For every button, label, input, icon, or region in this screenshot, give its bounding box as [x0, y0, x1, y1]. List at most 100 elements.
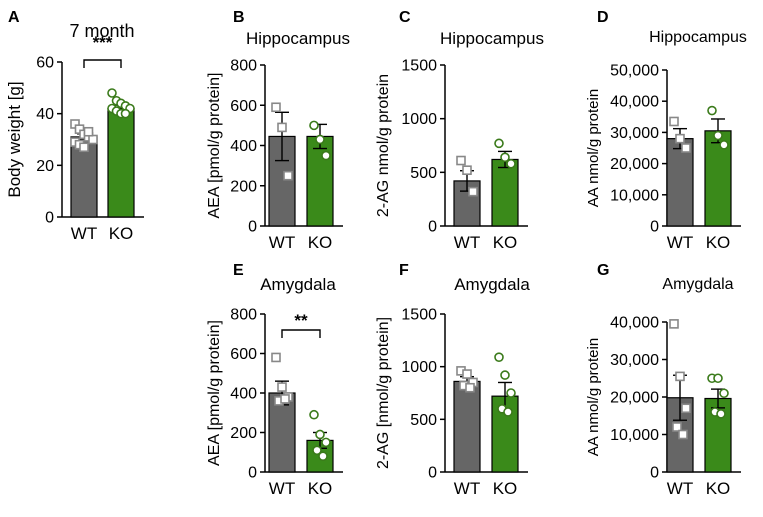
data-point-ko	[321, 437, 331, 448]
y-tick-label: 500	[410, 165, 437, 182]
y-tick-label: 200	[230, 178, 257, 195]
panel-letter: D	[597, 9, 609, 26]
data-point-wt	[456, 155, 466, 166]
y-tick-label: 40	[36, 106, 54, 123]
panel-letter: B	[233, 9, 245, 26]
y-tick-label: 10,000	[610, 187, 659, 204]
data-point-wt	[462, 369, 472, 379]
data-point-ko	[713, 373, 723, 384]
panel-title: Hippocampus	[440, 29, 544, 48]
bar-ko	[306, 135, 334, 227]
y-tick-label: 20,000	[610, 390, 659, 407]
data-point-ko	[500, 152, 510, 163]
y-tick-label: 500	[410, 412, 437, 429]
x-tick-label: WT	[667, 479, 693, 498]
data-point-wt	[465, 382, 475, 393]
y-axis-label: AA nmol/g protein	[585, 89, 602, 207]
x-tick-label: KO	[706, 479, 731, 498]
bar-ko	[491, 158, 519, 227]
y-axis-label: 2-AG nmol/g protein	[375, 74, 392, 217]
bar-ko	[107, 107, 135, 218]
y-tick-label: 20	[36, 158, 54, 175]
data-point-ko	[309, 120, 319, 131]
panel-title: Amygdala	[260, 275, 336, 294]
y-axis-label: Body weight [g]	[5, 81, 24, 197]
data-point-wt	[669, 116, 679, 127]
x-tick-label: KO	[706, 233, 731, 252]
y-axis-label: 2-AG [nmol/g protein]	[375, 317, 392, 469]
data-point-ko	[719, 140, 729, 150]
data-point-ko	[107, 88, 117, 98]
data-point-wt	[669, 319, 679, 329]
data-point-wt	[672, 422, 682, 432]
panel-letter: C	[399, 9, 411, 26]
x-tick-label: WT	[269, 479, 295, 498]
panel-a: A 7 month Body weight [g] 0 20 40 60 WT KO ***	[5, 9, 144, 243]
significance-label: **	[294, 311, 308, 330]
data-point-ko	[315, 429, 325, 440]
data-point-wt	[675, 133, 685, 144]
y-tick-label: 0	[428, 465, 437, 482]
y-tick-label: 50,000	[610, 63, 659, 80]
data-point-ko	[707, 105, 717, 116]
data-point-ko	[719, 388, 729, 399]
y-tick-label: 400	[230, 386, 257, 403]
y-tick-label: 1000	[401, 359, 437, 376]
y-tick-label: 0	[650, 465, 659, 482]
panel-title: Amygdala	[662, 276, 733, 293]
data-point-ko	[506, 388, 516, 398]
y-tick-label: 0	[248, 219, 257, 236]
panel-title: Hippocampus	[246, 29, 350, 48]
y-tick-label: 800	[230, 58, 257, 75]
y-tick-label: 800	[230, 307, 257, 324]
data-point-ko	[309, 409, 319, 420]
data-point-wt	[79, 142, 89, 153]
data-point-ko	[494, 138, 504, 149]
y-tick-label: 0	[428, 219, 437, 236]
data-point-wt	[88, 134, 98, 145]
bar-wt	[268, 392, 296, 473]
y-tick-label: 20,000	[610, 156, 659, 173]
data-point-wt	[280, 394, 290, 404]
data-point-ko	[503, 407, 513, 417]
y-tick-label: 600	[230, 346, 257, 363]
data-point-wt	[462, 165, 472, 175]
x-tick-label: KO	[308, 233, 333, 252]
data-point-ko	[318, 451, 328, 462]
y-tick-label: 30,000	[610, 125, 659, 142]
x-tick-label: WT	[667, 233, 693, 252]
y-tick-label: 400	[230, 138, 257, 155]
x-tick-label: KO	[493, 479, 518, 498]
data-point-ko	[312, 445, 322, 456]
y-tick-label: 1500	[401, 58, 437, 75]
y-tick-label: 0	[45, 210, 54, 227]
panel-c: C Hippocampus 2-AG nmol/g protein 0 500 1000 1…	[375, 9, 544, 252]
x-tick-label: WT	[269, 233, 295, 252]
data-point-wt	[681, 143, 691, 153]
x-tick-label: KO	[308, 479, 333, 498]
data-point-ko	[494, 352, 504, 362]
panel-title: Amygdala	[454, 275, 530, 294]
y-axis-label: AEA [pmol/g protein]	[206, 320, 223, 466]
y-tick-label: 40,000	[610, 94, 659, 111]
panel-letter: E	[233, 262, 244, 279]
data-point-ko	[713, 130, 723, 141]
data-point-ko	[506, 158, 516, 169]
data-point-ko	[716, 409, 726, 419]
data-point-wt	[468, 186, 478, 197]
x-tick-label: KO	[493, 233, 518, 252]
y-tick-label: 60	[36, 55, 54, 72]
data-point-wt	[675, 371, 685, 382]
data-point-wt	[283, 170, 293, 181]
y-tick-label: 30,000	[610, 352, 659, 369]
panel-letter: F	[399, 262, 409, 279]
panel-letter: G	[597, 262, 609, 279]
data-point-wt	[681, 403, 691, 414]
data-point-ko	[321, 150, 331, 161]
data-point-wt	[277, 122, 287, 133]
data-point-wt	[83, 126, 94, 137]
y-axis-label: AEA [pmol/g protein]	[206, 73, 223, 219]
data-point-ko	[500, 370, 510, 380]
